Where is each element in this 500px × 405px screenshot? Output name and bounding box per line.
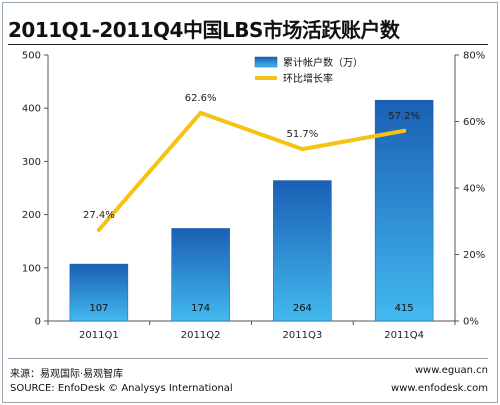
x-tick-label: 2011Q3 <box>283 330 323 341</box>
bar <box>171 228 230 322</box>
bar-value-label: 174 <box>191 303 210 314</box>
y-right-tick-label: 20% <box>463 250 485 261</box>
y-right-tick-label: 40% <box>463 184 485 195</box>
growth-point <box>198 110 203 115</box>
source-en: SOURCE: EnfoDesk © Analysys Internationa… <box>10 383 233 394</box>
y-left-tick-label: 0 <box>35 317 41 328</box>
bar <box>273 180 332 322</box>
growth-line <box>96 110 407 232</box>
url-enfodesk: www.enfodesk.com <box>391 383 488 394</box>
y-left-tick-label: 200 <box>22 210 41 221</box>
x-tick-label: 2011Q1 <box>79 330 119 341</box>
y-right-tick-label: 80% <box>463 51 485 62</box>
growth-value-label: 51.7% <box>286 129 318 140</box>
url-eguan: www.eguan.cn <box>414 365 488 376</box>
legend-bar-label: 累计帐户数（万） <box>283 56 363 69</box>
bar <box>374 99 434 322</box>
y-left-tick-label: 300 <box>22 157 41 168</box>
bar-value-label: 107 <box>89 303 108 314</box>
y-right-tick-label: 60% <box>463 117 485 128</box>
bar-value-label: 264 <box>293 303 312 314</box>
bar-value-label: 415 <box>395 303 414 314</box>
legend-line-label: 环比增长率 <box>283 72 333 85</box>
growth-point <box>402 128 407 133</box>
growth-value-label: 62.6% <box>185 93 217 104</box>
growth-point <box>96 227 101 232</box>
chart-title: 2011Q1-2011Q4中国LBS市场活跃账户数 <box>8 18 400 42</box>
y-left-tick-label: 100 <box>22 263 41 274</box>
footer-divider <box>8 358 488 359</box>
legend-bar-swatch <box>254 56 278 68</box>
x-tick-label: 2011Q2 <box>181 330 221 341</box>
y-left-tick-label: 500 <box>22 51 41 62</box>
bar <box>69 263 129 322</box>
title-divider <box>8 44 488 45</box>
source-cn: 来源：易观国际·易观智库 <box>10 369 124 380</box>
y-right-tick-label: 0% <box>463 317 479 328</box>
y-left-tick-label: 400 <box>22 104 41 115</box>
growth-value-label: 27.4% <box>83 210 115 221</box>
growth-point <box>300 147 305 152</box>
growth-value-label: 57.2% <box>388 111 420 122</box>
x-tick-label: 2011Q4 <box>384 330 424 341</box>
